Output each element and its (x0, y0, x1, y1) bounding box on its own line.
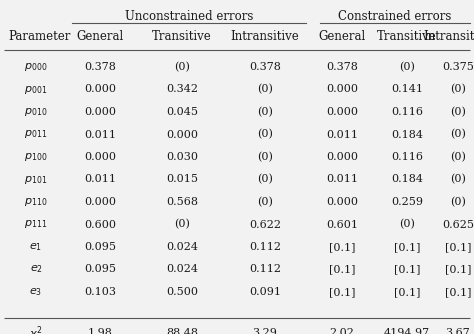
Text: [0.1]: [0.1] (445, 265, 471, 275)
Text: 0.342: 0.342 (166, 85, 198, 95)
Text: (0): (0) (450, 85, 466, 95)
Text: 0.622: 0.622 (249, 219, 281, 229)
Text: 0.095: 0.095 (84, 265, 116, 275)
Text: 0.500: 0.500 (166, 287, 198, 297)
Text: 0.024: 0.024 (166, 242, 198, 252)
Text: General: General (319, 30, 365, 43)
Text: (0): (0) (257, 197, 273, 207)
Text: 0.184: 0.184 (391, 130, 423, 140)
Text: $e_{2}$: $e_{2}$ (29, 264, 43, 276)
Text: 0.095: 0.095 (84, 242, 116, 252)
Text: 0.011: 0.011 (84, 174, 116, 184)
Text: Constrained errors: Constrained errors (338, 9, 452, 22)
Text: Unconstrained errors: Unconstrained errors (125, 9, 253, 22)
Text: $\chi^2$: $\chi^2$ (29, 324, 43, 334)
Text: 0.375: 0.375 (442, 62, 474, 72)
Text: 0.000: 0.000 (326, 85, 358, 95)
Text: Transitive: Transitive (152, 30, 212, 43)
Text: 0.378: 0.378 (249, 62, 281, 72)
Text: (0): (0) (257, 107, 273, 117)
Text: Parameter: Parameter (8, 30, 70, 43)
Text: (0): (0) (450, 152, 466, 162)
Text: [0.1]: [0.1] (445, 242, 471, 252)
Text: 0.378: 0.378 (84, 62, 116, 72)
Text: 0.000: 0.000 (84, 197, 116, 207)
Text: $p_{111}$: $p_{111}$ (24, 218, 47, 230)
Text: [0.1]: [0.1] (394, 265, 420, 275)
Text: 0.378: 0.378 (326, 62, 358, 72)
Text: (0): (0) (450, 174, 466, 185)
Text: 0.000: 0.000 (84, 152, 116, 162)
Text: 0.568: 0.568 (166, 197, 198, 207)
Text: 0.000: 0.000 (166, 130, 198, 140)
Text: 0.600: 0.600 (84, 219, 116, 229)
Text: [0.1]: [0.1] (329, 265, 355, 275)
Text: $p_{000}$: $p_{000}$ (24, 61, 48, 73)
Text: (0): (0) (257, 174, 273, 185)
Text: (0): (0) (257, 129, 273, 140)
Text: General: General (76, 30, 124, 43)
Text: [0.1]: [0.1] (329, 242, 355, 252)
Text: (0): (0) (399, 219, 415, 230)
Text: 0.011: 0.011 (326, 130, 358, 140)
Text: 0.000: 0.000 (84, 107, 116, 117)
Text: 1.98: 1.98 (88, 329, 112, 334)
Text: 0.184: 0.184 (391, 174, 423, 184)
Text: 88.48: 88.48 (166, 329, 198, 334)
Text: (0): (0) (257, 152, 273, 162)
Text: 0.259: 0.259 (391, 197, 423, 207)
Text: Intransitive: Intransitive (424, 30, 474, 43)
Text: 0.116: 0.116 (391, 107, 423, 117)
Text: 0.015: 0.015 (166, 174, 198, 184)
Text: 3.67: 3.67 (446, 329, 470, 334)
Text: [0.1]: [0.1] (394, 242, 420, 252)
Text: 2.02: 2.02 (329, 329, 355, 334)
Text: 0.011: 0.011 (84, 130, 116, 140)
Text: (0): (0) (174, 62, 190, 72)
Text: Transitive: Transitive (377, 30, 437, 43)
Text: 0.045: 0.045 (166, 107, 198, 117)
Text: $e_{1}$: $e_{1}$ (29, 241, 43, 253)
Text: $p_{011}$: $p_{011}$ (24, 129, 47, 141)
Text: (0): (0) (450, 197, 466, 207)
Text: 0.000: 0.000 (326, 197, 358, 207)
Text: $p_{110}$: $p_{110}$ (24, 196, 48, 208)
Text: $p_{100}$: $p_{100}$ (24, 151, 48, 163)
Text: $p_{010}$: $p_{010}$ (24, 106, 48, 118)
Text: $p_{001}$: $p_{001}$ (24, 84, 47, 96)
Text: 3.29: 3.29 (253, 329, 277, 334)
Text: $p_{101}$: $p_{101}$ (24, 173, 47, 185)
Text: 0.112: 0.112 (249, 242, 281, 252)
Text: (0): (0) (450, 107, 466, 117)
Text: (0): (0) (174, 219, 190, 230)
Text: 0.000: 0.000 (84, 85, 116, 95)
Text: $e_{3}$: $e_{3}$ (29, 286, 43, 298)
Text: 0.103: 0.103 (84, 287, 116, 297)
Text: 0.112: 0.112 (249, 265, 281, 275)
Text: Intransitive: Intransitive (231, 30, 300, 43)
Text: 0.116: 0.116 (391, 152, 423, 162)
Text: 0.625: 0.625 (442, 219, 474, 229)
Text: [0.1]: [0.1] (329, 287, 355, 297)
Text: 0.011: 0.011 (326, 174, 358, 184)
Text: 0.141: 0.141 (391, 85, 423, 95)
Text: (0): (0) (257, 85, 273, 95)
Text: 0.024: 0.024 (166, 265, 198, 275)
Text: [0.1]: [0.1] (394, 287, 420, 297)
Text: (0): (0) (399, 62, 415, 72)
Text: [0.1]: [0.1] (445, 287, 471, 297)
Text: 0.000: 0.000 (326, 152, 358, 162)
Text: 4194.97: 4194.97 (384, 329, 430, 334)
Text: 0.601: 0.601 (326, 219, 358, 229)
Text: 0.000: 0.000 (326, 107, 358, 117)
Text: 0.091: 0.091 (249, 287, 281, 297)
Text: (0): (0) (450, 129, 466, 140)
Text: 0.030: 0.030 (166, 152, 198, 162)
